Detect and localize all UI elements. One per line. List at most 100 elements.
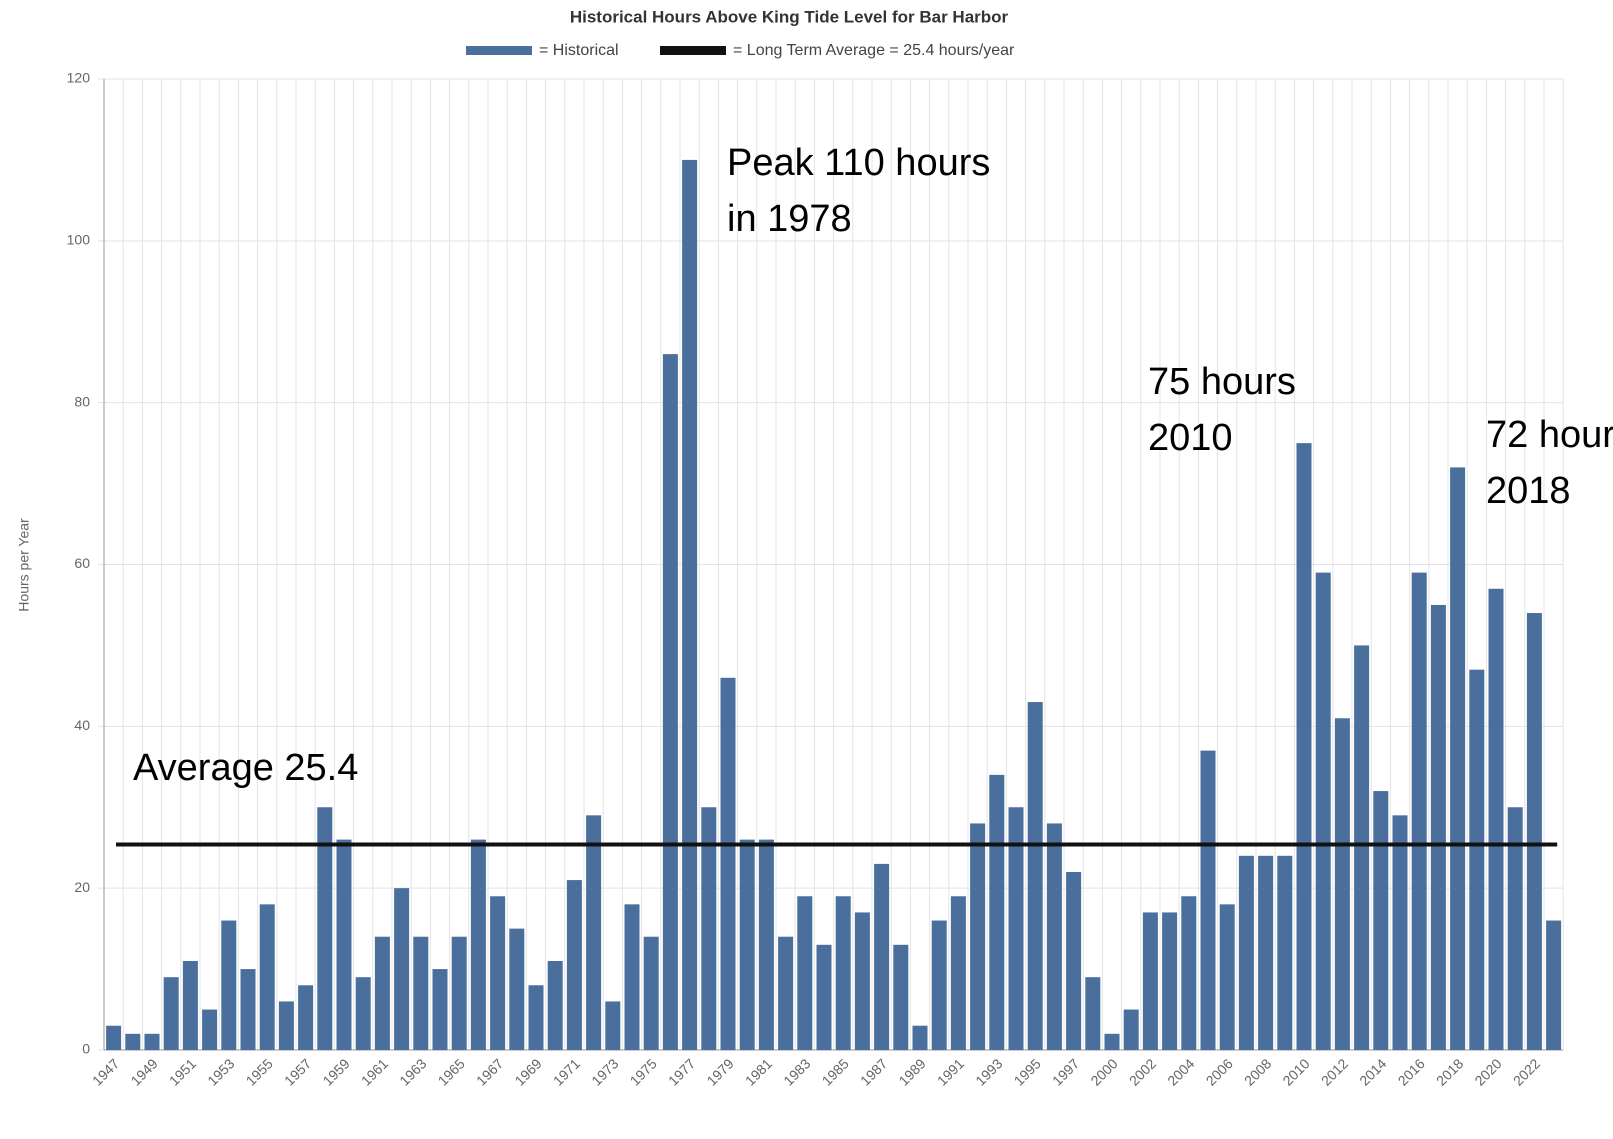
x-tick-label: 1971	[550, 1055, 583, 1088]
bar	[278, 1001, 294, 1050]
annotation: 75 hours	[1148, 361, 1296, 403]
bar	[1219, 904, 1235, 1050]
bar	[470, 839, 486, 1050]
bar	[1488, 588, 1504, 1050]
bar	[778, 936, 794, 1050]
bar	[1104, 1033, 1120, 1050]
bar	[394, 888, 410, 1050]
bar	[1315, 572, 1331, 1050]
y-tick-label: 20	[74, 879, 90, 895]
bar	[1200, 750, 1216, 1050]
x-tick-label: 1957	[281, 1055, 314, 1088]
y-tick-label: 120	[67, 70, 91, 86]
bar	[586, 815, 602, 1050]
x-tick-label: 1965	[435, 1055, 468, 1088]
x-tick-label: 1959	[319, 1055, 352, 1088]
x-tick-label: 1987	[857, 1055, 890, 1088]
legend-label: = Long Term Average = 25.4 hours/year	[733, 42, 1015, 59]
x-tick-label: 2002	[1126, 1055, 1159, 1088]
bar	[1546, 920, 1562, 1050]
bar	[1238, 855, 1254, 1050]
bar	[682, 159, 698, 1050]
bar	[490, 896, 506, 1050]
bar	[1430, 604, 1446, 1050]
x-tick-label: 1973	[588, 1055, 621, 1088]
y-tick-label: 0	[82, 1041, 90, 1057]
x-tick-label: 1991	[934, 1055, 967, 1088]
bar	[1123, 1009, 1139, 1050]
bar	[355, 977, 371, 1050]
x-tick-label: 1985	[819, 1055, 852, 1088]
bar	[566, 880, 582, 1050]
bar	[1334, 718, 1350, 1050]
bar	[413, 936, 429, 1050]
legend-swatch	[466, 46, 532, 55]
annotation: 2010	[1148, 417, 1233, 459]
x-tick-label: 1953	[204, 1055, 237, 1088]
bar	[1392, 815, 1408, 1050]
bar	[451, 936, 467, 1050]
bar	[144, 1033, 160, 1050]
x-tick-label: 1983	[780, 1055, 813, 1088]
bar	[221, 920, 237, 1050]
bar	[1354, 645, 1370, 1050]
annotation: in 1978	[727, 198, 852, 240]
annotation: Peak 110 hours	[727, 142, 990, 184]
bar	[432, 969, 448, 1050]
bar	[336, 839, 352, 1050]
bar	[317, 807, 333, 1050]
y-axis-label: Hours per Year	[16, 518, 32, 612]
bar	[163, 977, 179, 1050]
bar	[1258, 855, 1274, 1050]
bar	[1507, 807, 1523, 1050]
chart-title: Historical Hours Above King Tide Level f…	[570, 7, 1009, 26]
x-tick-label: 2016	[1395, 1055, 1428, 1088]
bar	[106, 1025, 122, 1050]
x-tick-label: 2020	[1471, 1055, 1504, 1088]
x-tick-label: 1963	[396, 1055, 429, 1088]
bar	[1162, 912, 1178, 1050]
x-tick-label: 1955	[243, 1055, 276, 1088]
x-tick-label: 1977	[665, 1055, 698, 1088]
x-tick-label: 2012	[1318, 1055, 1351, 1088]
bar	[528, 985, 544, 1050]
x-tick-label: 1951	[166, 1055, 199, 1088]
bar	[662, 354, 678, 1050]
x-tick-label: 2018	[1433, 1055, 1466, 1088]
x-tick-label: 1949	[127, 1055, 160, 1088]
x-tick-label: 1975	[627, 1055, 660, 1088]
x-tick-label: 1969	[511, 1055, 544, 1088]
bar	[1066, 871, 1082, 1050]
x-tick-label: 2008	[1241, 1055, 1274, 1088]
x-tick-label: 1947	[89, 1055, 122, 1088]
x-tick-label: 1989	[895, 1055, 928, 1088]
bar	[835, 896, 851, 1050]
bar	[643, 936, 659, 1050]
bar	[701, 807, 717, 1050]
bar	[1027, 702, 1043, 1050]
x-tick-label: 2010	[1279, 1055, 1312, 1088]
bar	[1181, 896, 1197, 1050]
x-tick-label: 1995	[1011, 1055, 1044, 1088]
y-tick-label: 80	[74, 393, 90, 409]
bar	[125, 1033, 141, 1050]
bar	[1008, 807, 1024, 1050]
bar	[1046, 823, 1062, 1050]
bar	[720, 677, 736, 1050]
bar	[1469, 669, 1485, 1050]
x-tick-label: 1993	[972, 1055, 1005, 1088]
x-tick-label: 2004	[1164, 1055, 1197, 1088]
bar	[739, 839, 755, 1050]
bar	[374, 936, 390, 1050]
x-tick-label: 1961	[358, 1055, 391, 1088]
x-tick-label: 2006	[1203, 1055, 1236, 1088]
bar	[950, 896, 966, 1050]
x-tick-label: 1967	[473, 1055, 506, 1088]
bar	[182, 960, 198, 1050]
legend-label: = Historical	[539, 42, 619, 59]
y-tick-label: 100	[67, 232, 91, 248]
y-tick-label: 40	[74, 717, 90, 733]
bar	[1526, 613, 1542, 1050]
bar	[1296, 443, 1312, 1050]
bar	[912, 1025, 928, 1050]
